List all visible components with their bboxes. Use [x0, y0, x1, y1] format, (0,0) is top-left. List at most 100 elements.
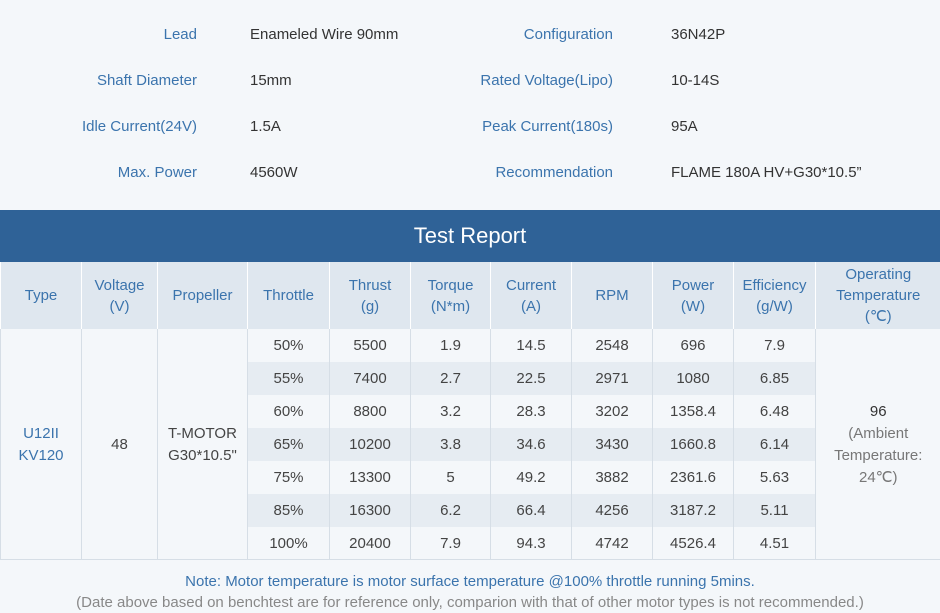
divider	[0, 559, 940, 560]
data-cell: 94.3	[491, 527, 572, 560]
voltage-cell: 48	[82, 329, 158, 560]
header-line: Operating	[816, 264, 940, 285]
spec-label: Shaft Diameter	[0, 71, 197, 91]
data-cell: 5	[411, 461, 491, 494]
data-cell: 5.63	[734, 461, 816, 494]
temperature-note-line: 24℃)	[816, 467, 940, 489]
data-cell: 6.48	[734, 395, 816, 428]
data-cell: 3430	[572, 428, 653, 461]
spec-value: 1.5A	[250, 117, 281, 137]
spec-label: Max. Power	[0, 163, 197, 183]
header-line: Voltage	[82, 275, 157, 296]
data-cell: 34.6	[491, 428, 572, 461]
note-line: (Date above based on benchtest are for r…	[0, 592, 940, 613]
header-line: Throttle	[248, 285, 329, 306]
data-cell: 16300	[330, 494, 411, 527]
data-cell: 100%	[248, 527, 330, 560]
header-line: Temperature	[816, 285, 940, 306]
data-cell: 75%	[248, 461, 330, 494]
data-cell: 49.2	[491, 461, 572, 494]
data-cell: 20400	[330, 527, 411, 560]
column-header: Voltage(V)	[82, 262, 158, 329]
spec-value: 4560W	[250, 163, 298, 183]
column-header: Efficiency(g/W)	[734, 262, 816, 329]
temperature-note-line: (Ambient	[816, 423, 940, 445]
data-cell: 4256	[572, 494, 653, 527]
header-line: RPM	[572, 285, 652, 306]
data-cell: 66.4	[491, 494, 572, 527]
data-cell: 4.51	[734, 527, 816, 560]
type-line: U12II	[1, 423, 81, 445]
propeller-line: G30*10.5"	[158, 445, 247, 467]
data-cell: 4742	[572, 527, 653, 560]
column-header: Throttle	[248, 262, 330, 329]
data-cell: 7.9	[411, 527, 491, 560]
data-cell: 3.2	[411, 395, 491, 428]
data-cell: 1660.8	[653, 428, 734, 461]
data-cell: 7.9	[734, 329, 816, 362]
column-header: Type	[1, 262, 82, 329]
column-header: Torque(N*m)	[411, 262, 491, 329]
data-cell: 7400	[330, 362, 411, 395]
header-line: (W)	[653, 296, 733, 317]
data-cell: 6.14	[734, 428, 816, 461]
data-cell: 3.8	[411, 428, 491, 461]
data-cell: 10200	[330, 428, 411, 461]
header-line: Power	[653, 275, 733, 296]
header-line: (g)	[330, 296, 410, 317]
report-title: Test Report	[0, 210, 940, 262]
header-line: (℃)	[816, 306, 940, 327]
data-cell: 3882	[572, 461, 653, 494]
header-line: Type	[1, 285, 81, 306]
spec-label: Idle Current(24V)	[0, 117, 197, 137]
header-line: Current	[491, 275, 571, 296]
spec-value: 10-14S	[671, 71, 719, 91]
data-cell: 65%	[248, 428, 330, 461]
temperature-note-line: Temperature:	[816, 445, 940, 467]
data-cell: 1.9	[411, 329, 491, 362]
spec-label: Peak Current(180s)	[400, 117, 613, 137]
data-cell: 85%	[248, 494, 330, 527]
column-header: RPM	[572, 262, 653, 329]
data-cell: 6.85	[734, 362, 816, 395]
data-cell: 1358.4	[653, 395, 734, 428]
type-line: KV120	[1, 445, 81, 467]
data-cell: 2548	[572, 329, 653, 362]
data-cell: 5.11	[734, 494, 816, 527]
data-cell: 2971	[572, 362, 653, 395]
header-line: (V)	[82, 296, 157, 317]
data-cell: 14.5	[491, 329, 572, 362]
data-cell: 1080	[653, 362, 734, 395]
header-line: Thrust	[330, 275, 410, 296]
spec-label: Rated Voltage(Lipo)	[400, 71, 613, 91]
column-header: Power(W)	[653, 262, 734, 329]
data-cell: 4526.4	[653, 527, 734, 560]
header-line: (A)	[491, 296, 571, 317]
data-cell: 2361.6	[653, 461, 734, 494]
data-cell: 3202	[572, 395, 653, 428]
header-line: (N*m)	[411, 296, 490, 317]
notes: Note: Motor temperature is motor surface…	[0, 571, 940, 613]
data-cell: 5500	[330, 329, 411, 362]
data-cell: 6.2	[411, 494, 491, 527]
data-cell: 8800	[330, 395, 411, 428]
column-header: Propeller	[158, 262, 248, 329]
spec-value: 95A	[671, 117, 698, 137]
data-cell: 2.7	[411, 362, 491, 395]
spec-value: 36N42P	[671, 25, 725, 45]
header-line: Propeller	[158, 285, 247, 306]
data-cell: 50%	[248, 329, 330, 362]
spec-value: Enameled Wire 90mm	[250, 25, 398, 45]
data-cell: 3187.2	[653, 494, 734, 527]
temperature-value: 96	[816, 401, 940, 423]
data-cell: 28.3	[491, 395, 572, 428]
data-cell: 22.5	[491, 362, 572, 395]
header-line: Efficiency	[734, 275, 815, 296]
propeller-line: T-MOTOR	[158, 423, 247, 445]
header-line: (g/W)	[734, 296, 815, 317]
